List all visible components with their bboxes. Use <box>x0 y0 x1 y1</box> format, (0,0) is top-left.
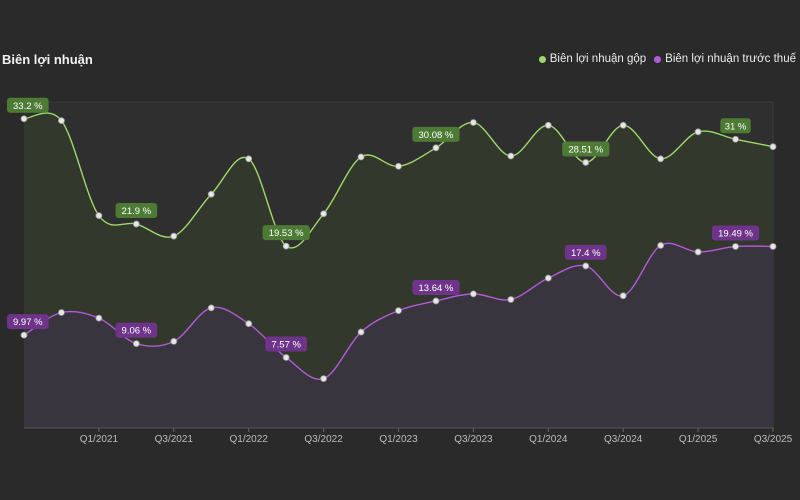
legend-marker-icon <box>654 55 662 63</box>
data-point[interactable] <box>282 242 290 250</box>
x-tick-label: Q1/2021 <box>80 434 119 445</box>
data-point[interactable] <box>582 262 590 270</box>
data-point[interactable] <box>170 232 178 240</box>
data-label: 19.53 % <box>269 228 304 239</box>
data-point[interactable] <box>619 292 627 300</box>
data-point[interactable] <box>769 143 777 151</box>
x-tick-label: Q1/2025 <box>679 434 718 445</box>
data-label: 9.97 % <box>13 317 43 328</box>
data-label-bg <box>7 314 49 330</box>
data-point[interactable] <box>245 320 253 328</box>
legend-item-gross-margin[interactable]: Biên lợi nhuận gộp <box>538 53 647 65</box>
legend-marker-icon <box>538 55 546 63</box>
data-point[interactable] <box>432 297 440 305</box>
data-label-bg <box>265 336 307 352</box>
data-label: 19.49 % <box>718 228 753 239</box>
data-point[interactable] <box>357 153 365 161</box>
chart-title: Biên lợi nhuận <box>2 52 93 67</box>
data-point[interactable] <box>357 328 365 336</box>
data-point[interactable] <box>20 331 28 339</box>
x-tick-label: Q3/2023 <box>454 434 493 445</box>
data-label: 9.06 % <box>122 326 152 337</box>
data-point[interactable] <box>320 375 328 383</box>
data-label-bg <box>711 225 760 241</box>
data-point[interactable] <box>732 135 739 143</box>
x-tick-label: Q1/2024 <box>529 434 568 445</box>
data-point[interactable] <box>469 119 477 126</box>
data-point[interactable] <box>507 152 515 160</box>
data-point[interactable] <box>619 121 627 129</box>
data-point[interactable] <box>657 242 665 249</box>
data-point[interactable] <box>170 337 178 345</box>
data-label: 31 % <box>725 121 747 132</box>
x-tick-label: Q3/2024 <box>604 434 643 445</box>
data-point[interactable] <box>245 155 253 163</box>
data-label: 7.57 % <box>271 339 301 350</box>
data-label-bg <box>115 203 158 219</box>
series-line-0 <box>23 112 774 249</box>
data-label: 30.08 % <box>419 130 454 141</box>
data-point[interactable] <box>769 243 777 250</box>
data-point[interactable] <box>132 340 140 348</box>
data-point[interactable] <box>58 309 65 316</box>
data-point[interactable] <box>694 128 702 136</box>
data-point[interactable] <box>320 210 328 218</box>
data-point[interactable] <box>544 121 552 129</box>
data-label: 21.9 % <box>122 206 152 217</box>
series-area-1 <box>24 243 773 428</box>
data-point[interactable] <box>732 243 739 250</box>
data-point[interactable] <box>544 274 552 282</box>
data-point[interactable] <box>207 304 215 312</box>
data-label-bg <box>412 279 460 295</box>
data-label-bg <box>262 225 310 241</box>
legend-label-pretax-margin: Biên lợi nhuận trước thuế <box>665 53 796 65</box>
data-point[interactable] <box>657 155 665 163</box>
data-point[interactable] <box>432 144 440 152</box>
data-point[interactable] <box>469 290 477 298</box>
data-point[interactable] <box>207 190 215 198</box>
data-point[interactable] <box>282 354 290 361</box>
x-tick-label: Q3/2022 <box>304 434 343 445</box>
x-tick-label: Q3/2021 <box>155 434 194 445</box>
data-point[interactable] <box>95 212 103 220</box>
legend-label-gross-margin: Biên lợi nhuận gộp <box>549 53 647 65</box>
data-point[interactable] <box>395 162 402 170</box>
data-point[interactable] <box>58 117 65 125</box>
data-label-bg <box>7 97 49 113</box>
data-point[interactable] <box>582 159 590 166</box>
data-label-bg <box>562 141 610 157</box>
data-label-bg <box>564 244 607 260</box>
data-point[interactable] <box>95 314 103 322</box>
x-tick-label: Q1/2022 <box>230 434 269 445</box>
data-label: 13.64 % <box>419 283 454 294</box>
data-label: 33.2 % <box>13 101 43 112</box>
data-label-bg <box>412 126 460 142</box>
data-point[interactable] <box>20 115 28 123</box>
data-label: 17.4 % <box>571 248 601 259</box>
x-tick-label: Q3/2025 <box>754 434 793 445</box>
data-label: 28.51 % <box>568 144 603 155</box>
x-tick-label: Q1/2023 <box>379 434 418 445</box>
data-point[interactable] <box>132 220 140 228</box>
data-point[interactable] <box>694 248 702 256</box>
legend-item-pretax-margin[interactable]: Biên lợi nhuận trước thuế <box>654 53 796 65</box>
data-point[interactable] <box>507 296 515 303</box>
legend: Biên lợi nhuận gộp Biên lợi nhuận trước … <box>538 53 796 65</box>
data-label-bg <box>720 118 751 134</box>
data-point[interactable] <box>395 307 402 315</box>
data-label-bg <box>115 322 158 338</box>
